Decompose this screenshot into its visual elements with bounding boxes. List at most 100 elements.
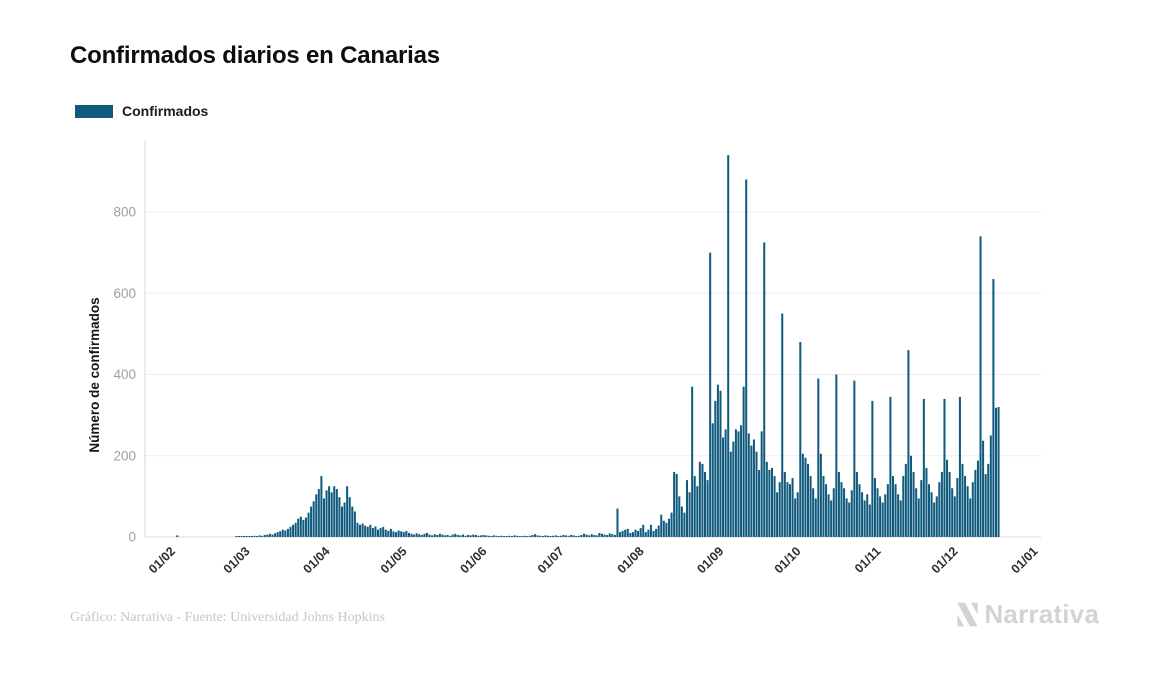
- bar[interactable]: [786, 482, 789, 537]
- bar[interactable]: [984, 474, 987, 537]
- bar[interactable]: [948, 472, 951, 537]
- bar[interactable]: [783, 472, 786, 537]
- bar[interactable]: [657, 525, 660, 538]
- bar[interactable]: [356, 522, 359, 537]
- bar[interactable]: [472, 534, 475, 537]
- bar[interactable]: [431, 535, 434, 538]
- bar[interactable]: [438, 533, 441, 537]
- bar[interactable]: [546, 535, 549, 537]
- bar[interactable]: [528, 535, 531, 537]
- bar[interactable]: [809, 476, 812, 537]
- bar[interactable]: [552, 535, 555, 537]
- bar[interactable]: [827, 494, 830, 537]
- bar[interactable]: [642, 524, 645, 537]
- bar[interactable]: [418, 534, 421, 537]
- bar[interactable]: [922, 398, 925, 538]
- bar[interactable]: [598, 532, 601, 537]
- bar[interactable]: [670, 512, 673, 538]
- bar[interactable]: [997, 407, 1000, 537]
- bar[interactable]: [928, 484, 931, 537]
- bar[interactable]: [729, 451, 732, 537]
- bar[interactable]: [374, 526, 377, 537]
- bar[interactable]: [428, 534, 431, 537]
- bar[interactable]: [436, 534, 439, 537]
- bar[interactable]: [853, 380, 856, 537]
- bar[interactable]: [979, 236, 982, 538]
- bar[interactable]: [459, 535, 462, 538]
- bar[interactable]: [513, 535, 516, 538]
- bar[interactable]: [289, 526, 292, 537]
- bar[interactable]: [536, 535, 539, 538]
- bar[interactable]: [485, 535, 488, 538]
- bar[interactable]: [840, 482, 843, 537]
- bar[interactable]: [348, 497, 351, 537]
- bar[interactable]: [982, 440, 985, 537]
- bar[interactable]: [474, 534, 477, 537]
- bar[interactable]: [964, 476, 967, 537]
- bar[interactable]: [776, 492, 779, 537]
- bar[interactable]: [904, 463, 907, 538]
- bar[interactable]: [917, 498, 920, 537]
- bar[interactable]: [410, 533, 413, 537]
- bar[interactable]: [747, 433, 750, 537]
- bar[interactable]: [655, 528, 658, 538]
- bar[interactable]: [500, 535, 503, 537]
- bar[interactable]: [505, 536, 508, 537]
- bar[interactable]: [886, 484, 889, 537]
- bar[interactable]: [662, 520, 665, 537]
- bar[interactable]: [516, 535, 519, 537]
- bar[interactable]: [250, 536, 253, 537]
- bar[interactable]: [866, 494, 869, 537]
- bar[interactable]: [629, 532, 632, 537]
- bar[interactable]: [570, 534, 573, 537]
- bar[interactable]: [925, 467, 928, 537]
- bar[interactable]: [716, 384, 719, 537]
- bar[interactable]: [310, 506, 313, 537]
- bar[interactable]: [698, 461, 701, 537]
- bar[interactable]: [315, 494, 318, 537]
- bar[interactable]: [564, 535, 567, 538]
- bar[interactable]: [575, 536, 578, 537]
- bar[interactable]: [487, 535, 490, 537]
- bar[interactable]: [848, 502, 851, 537]
- bar[interactable]: [351, 506, 354, 537]
- bar[interactable]: [281, 529, 284, 537]
- bar[interactable]: [443, 535, 446, 538]
- bar[interactable]: [704, 472, 707, 537]
- bar[interactable]: [245, 536, 248, 537]
- bar[interactable]: [377, 529, 380, 537]
- bar[interactable]: [297, 518, 300, 537]
- bar[interactable]: [567, 535, 570, 537]
- bar[interactable]: [956, 478, 959, 537]
- bar[interactable]: [490, 536, 493, 537]
- bar[interactable]: [253, 535, 256, 537]
- bar[interactable]: [740, 425, 743, 537]
- bar[interactable]: [397, 530, 400, 538]
- bar[interactable]: [261, 535, 264, 537]
- bar[interactable]: [606, 534, 609, 537]
- bar[interactable]: [688, 492, 691, 537]
- bar[interactable]: [407, 532, 410, 537]
- bar[interactable]: [974, 469, 977, 537]
- bar[interactable]: [590, 534, 593, 537]
- bar[interactable]: [333, 486, 336, 537]
- bar[interactable]: [371, 528, 374, 537]
- bar[interactable]: [467, 534, 470, 537]
- bar[interactable]: [634, 529, 637, 537]
- bar[interactable]: [665, 522, 668, 537]
- bar[interactable]: [711, 423, 714, 537]
- bar[interactable]: [526, 536, 529, 537]
- bar[interactable]: [915, 488, 918, 537]
- bar[interactable]: [822, 476, 825, 537]
- bar[interactable]: [366, 526, 369, 537]
- bar[interactable]: [737, 431, 740, 538]
- bar[interactable]: [243, 536, 246, 537]
- bar[interactable]: [611, 534, 614, 537]
- bar[interactable]: [804, 457, 807, 537]
- bar[interactable]: [518, 536, 521, 537]
- bar[interactable]: [778, 482, 781, 537]
- bar[interactable]: [706, 480, 709, 538]
- bar[interactable]: [940, 472, 943, 537]
- bar[interactable]: [557, 536, 560, 537]
- bar[interactable]: [701, 463, 704, 538]
